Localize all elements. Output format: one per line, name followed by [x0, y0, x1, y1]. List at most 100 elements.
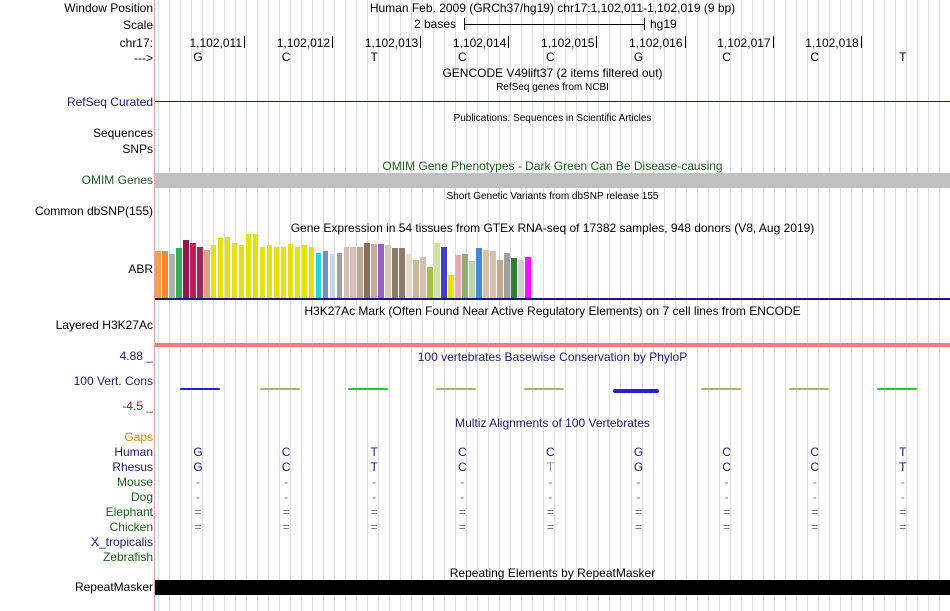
gtex-bar[interactable] [511, 258, 517, 298]
gtex-bar[interactable] [399, 248, 405, 298]
gtex-bar[interactable] [315, 253, 322, 298]
conservation-mark[interactable] [180, 388, 220, 390]
label-sequences[interactable]: Sequences [92, 126, 153, 140]
label-cons[interactable]: 100 Vert. Cons [73, 374, 153, 388]
gtex-bar[interactable] [301, 245, 308, 298]
gtex-bar[interactable] [441, 247, 447, 298]
gtex-bar[interactable] [294, 247, 301, 298]
gtex-bar[interactable] [231, 243, 238, 298]
gtex-bar[interactable] [343, 247, 350, 298]
gtex-bar[interactable] [322, 251, 329, 298]
gridline [444, 0, 445, 611]
label-dbsnp[interactable]: Common dbSNP(155) [34, 204, 153, 218]
gtex-bar[interactable] [308, 247, 315, 298]
base-T: T [370, 50, 378, 64]
gtex-bar[interactable] [217, 238, 224, 298]
gtex-bar[interactable] [420, 257, 426, 298]
label-omim[interactable]: OMIM Genes [81, 173, 153, 187]
gtex-bar[interactable] [371, 244, 378, 298]
gtex-bar[interactable] [483, 250, 489, 298]
alignment-base: C [457, 445, 467, 459]
conservation-mark[interactable] [612, 389, 659, 393]
gridline [697, 0, 698, 611]
gtex-bar[interactable] [504, 253, 510, 298]
gtex-bar[interactable] [350, 247, 357, 298]
species-label[interactable]: Rhesus [112, 460, 153, 474]
omim-bar[interactable] [155, 173, 950, 188]
label-refseq[interactable]: RefSeq Curated [66, 95, 153, 109]
gtex-bar[interactable] [336, 253, 343, 298]
gtex-bar[interactable] [385, 245, 391, 298]
gtex-bar[interactable] [357, 247, 364, 298]
repeatmasker-bar[interactable] [155, 580, 950, 595]
gtex-bar[interactable] [203, 250, 210, 298]
gtex-bar[interactable] [210, 245, 217, 298]
gtex-bar[interactable] [434, 243, 440, 298]
gtex-bar[interactable] [497, 260, 503, 298]
conservation-mark[interactable] [524, 388, 565, 390]
gtex-bar[interactable] [245, 234, 252, 298]
gtex-bar[interactable] [490, 251, 496, 298]
species-label[interactable]: Elephant [105, 505, 153, 519]
gtex-bar[interactable] [266, 245, 273, 298]
gtex-bar[interactable] [182, 240, 189, 298]
gtex-bar[interactable] [455, 255, 461, 298]
gtex-bar[interactable] [462, 254, 468, 298]
gtex-bar[interactable] [238, 245, 245, 298]
label-abr[interactable]: ABR [128, 262, 153, 276]
conservation-mark[interactable] [436, 388, 477, 390]
conservation-mark[interactable] [876, 388, 917, 390]
gtex-bar[interactable] [427, 267, 433, 298]
gtex-bar[interactable] [287, 244, 294, 298]
gtex-bar[interactable] [169, 254, 175, 298]
gridline [807, 0, 808, 611]
gridline [169, 0, 170, 611]
gtex-bar[interactable] [469, 261, 475, 298]
gtex-bar[interactable] [175, 248, 182, 298]
species-label[interactable]: Human [114, 445, 153, 459]
gtex-bar[interactable] [252, 234, 259, 298]
gtex-bars[interactable] [155, 234, 535, 298]
label-repeatmasker[interactable]: RepeatMasker [74, 580, 153, 594]
multiz-title: Multiz Alignments of 100 Vertebrates [455, 416, 650, 430]
gtex-bar[interactable] [196, 247, 203, 298]
conservation-mark[interactable] [260, 388, 301, 390]
gtex-bar[interactable] [524, 257, 531, 298]
gtex-bar[interactable] [518, 260, 524, 298]
refseq-line[interactable] [155, 101, 950, 102]
species-label[interactable]: Chicken [109, 520, 153, 534]
gencode-title[interactable]: GENCODE V49lift37 (2 items filtered out) [442, 66, 663, 80]
gtex-bar[interactable] [476, 248, 482, 298]
conservation-mark[interactable] [788, 388, 829, 390]
species-label[interactable]: Dog [130, 490, 153, 504]
species-label[interactable]: X_tropicalis [90, 535, 153, 549]
gtex-bar[interactable] [155, 251, 161, 298]
gtex-baseline [155, 298, 950, 300]
gtex-bar[interactable] [162, 251, 168, 298]
gtex-bar[interactable] [259, 247, 266, 298]
conservation-mark[interactable] [348, 388, 389, 390]
gtex-bar[interactable] [392, 248, 398, 298]
gtex-bar[interactable] [413, 260, 419, 298]
label-h3k27ac[interactable]: Layered H3K27Ac [55, 318, 153, 332]
gridline [246, 0, 247, 611]
gtex-bar[interactable] [224, 237, 231, 298]
gtex-bar[interactable] [378, 244, 385, 298]
species-label[interactable]: Zebrafish [102, 550, 153, 564]
alignment-base: G [193, 460, 203, 474]
gridline [213, 0, 214, 611]
species-label[interactable]: Mouse [116, 475, 153, 489]
gtex-bar[interactable] [273, 247, 280, 298]
gtex-bar[interactable] [329, 254, 336, 298]
gtex-bar[interactable] [189, 243, 196, 298]
gridline [268, 0, 269, 611]
gtex-bar[interactable] [364, 243, 371, 298]
conservation-mark[interactable] [700, 388, 741, 390]
gridline [257, 0, 258, 611]
gtex-bar[interactable] [406, 254, 412, 298]
h3k27ac-signal[interactable] [155, 343, 950, 347]
gtex-bar[interactable] [280, 247, 287, 298]
gtex-bar[interactable] [448, 275, 454, 298]
label-snps[interactable]: SNPs [122, 142, 153, 156]
gtex-title: Gene Expression in 54 tissues from GTEx … [290, 221, 815, 235]
